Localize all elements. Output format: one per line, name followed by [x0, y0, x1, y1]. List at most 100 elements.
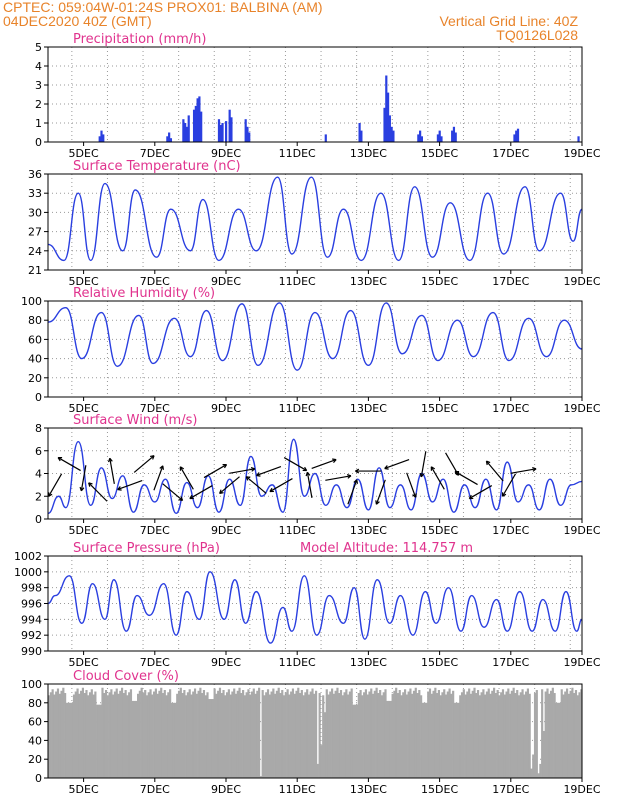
- cloud-cover-bar: [475, 693, 478, 778]
- cloud-cover-bar: [446, 691, 449, 778]
- cloud-cover-bar: [138, 690, 141, 778]
- x-tick-label: 7DEC: [140, 275, 170, 288]
- cloud-cover-bar: [453, 702, 457, 778]
- cloud-cover-bar: [282, 695, 286, 778]
- x-tick-label: 11DEC: [279, 402, 316, 415]
- precipitation-bar: [185, 126, 189, 142]
- cloud-cover-bar: [208, 699, 211, 778]
- cloud-cover-bar: [386, 700, 389, 778]
- cloud-cover-bar: [370, 688, 373, 778]
- cloud-cover-bar: [578, 692, 581, 778]
- cloud-cover-bar: [78, 693, 81, 778]
- cloud-cover-bar: [85, 690, 88, 778]
- cloud-cover-bar: [201, 693, 204, 778]
- wind-arrow: [311, 459, 337, 470]
- wind-arrow: [109, 458, 115, 484]
- cloud-cover-bar: [402, 692, 405, 778]
- y-tick-label: 994: [21, 613, 42, 626]
- cloud-cover-bar: [471, 690, 474, 778]
- cloud-cover-bar: [400, 695, 403, 778]
- cloud-cover-bar: [268, 694, 271, 778]
- header-run-time: 04DEC2020 40Z (GMT): [3, 13, 152, 29]
- precipitation-bar: [451, 130, 454, 142]
- y-tick-label: 24: [28, 245, 42, 258]
- cloud-cover-bar: [53, 694, 56, 778]
- cloud-cover-bar: [275, 690, 279, 778]
- precipitation-bar: [217, 119, 221, 142]
- cloud-cover-bar: [573, 693, 576, 778]
- x-tick-label: 15DEC: [421, 524, 458, 537]
- y-tick-label: 4: [35, 468, 42, 481]
- cloud-cover-bar: [423, 702, 426, 778]
- cloud-cover-bar: [525, 691, 528, 778]
- cloud-cover-bar: [439, 695, 442, 778]
- plot-frame: [47, 427, 583, 520]
- cloud-cover-bar: [104, 690, 108, 778]
- wind-arrow-head: [107, 457, 113, 463]
- cloud-cover-bar: [135, 700, 138, 778]
- cloud-cover-bar: [539, 763, 542, 778]
- cloud-cover-bar: [106, 695, 109, 778]
- wind-arrow: [256, 466, 282, 477]
- wind-arrow-head: [355, 468, 360, 474]
- cloud-cover-bar: [288, 694, 291, 778]
- cloud-cover-bar: [87, 695, 90, 778]
- y-tick-label: 0: [35, 772, 42, 785]
- cloud-cover-bar: [425, 702, 428, 778]
- cloud-cover-bar: [571, 687, 574, 778]
- cloud-cover-bar: [147, 692, 150, 778]
- x-tick-label: 19DEC: [563, 656, 600, 669]
- wind-arrow: [420, 451, 427, 477]
- wind-arrow-head: [179, 466, 185, 471]
- precipitation-bar: [182, 119, 185, 142]
- cloud-cover-bar: [315, 690, 318, 778]
- cloud-cover-bar: [494, 693, 497, 778]
- cloud-cover-bar: [202, 690, 206, 778]
- cloud-cover-bar: [450, 693, 453, 778]
- cloud-cover-bar: [133, 700, 136, 778]
- cloud-cover-bar: [300, 690, 303, 778]
- cloud-cover-bar: [487, 688, 490, 778]
- cloud-cover-bar: [231, 691, 234, 778]
- cloud-cover-bar: [195, 693, 198, 778]
- cloud-cover-bar: [357, 693, 360, 778]
- y-tick-label: 80: [28, 697, 42, 710]
- cloud-cover-bar: [161, 693, 165, 778]
- wind-arrow: [269, 478, 293, 493]
- x-tick-label: 13DEC: [350, 275, 387, 288]
- cloud-cover-bar: [274, 693, 277, 778]
- cloud-cover-bar: [551, 687, 554, 778]
- cloud-cover-bar: [411, 693, 414, 778]
- y-tick-label: 1: [35, 117, 42, 130]
- wind-arrow: [306, 472, 313, 498]
- cloud-cover-bar: [521, 689, 524, 778]
- cloud-cover-bar: [542, 731, 546, 778]
- cloud-cover-bar: [140, 687, 143, 778]
- cloud-cover-bar: [169, 689, 172, 778]
- wind-arrow-head: [332, 458, 337, 464]
- cloud-cover-bar: [261, 690, 264, 778]
- series-line: [47, 571, 583, 644]
- panel-title: Relative Humidity (%): [73, 286, 215, 301]
- cloud-cover-bar: [117, 693, 120, 778]
- cloud-cover-bar: [498, 695, 501, 778]
- y-tick-label: 30: [28, 206, 42, 219]
- cloud-cover-bar: [247, 689, 250, 778]
- y-tick-label: 40: [28, 353, 42, 366]
- wind-arrow-head: [256, 472, 261, 477]
- wind-arrow-head: [269, 487, 274, 493]
- precipitation-bar: [169, 138, 173, 142]
- cloud-cover-bar: [115, 688, 118, 778]
- wind-arrow: [153, 465, 164, 491]
- wind-arrow-head: [430, 466, 436, 471]
- cloud-cover-bar: [323, 712, 327, 778]
- y-tick-label: 1002: [14, 550, 42, 563]
- wind-arrow: [510, 468, 537, 474]
- cloud-cover-bar: [163, 690, 166, 778]
- cloud-cover-bar: [464, 694, 467, 778]
- cloud-cover-bar: [124, 690, 127, 778]
- cloud-cover-bar: [339, 690, 343, 778]
- cloud-cover-bar: [88, 692, 92, 778]
- cloud-cover-bar: [213, 688, 216, 778]
- cloud-cover-bar: [526, 688, 529, 778]
